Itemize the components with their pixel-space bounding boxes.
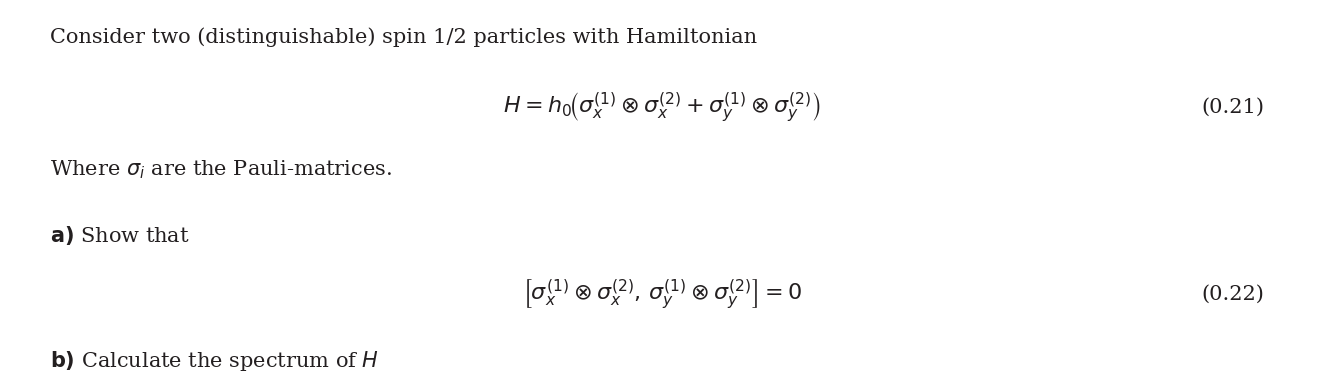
Text: $H = h_0\!\left(\sigma_x^{(1)} \otimes \sigma_x^{(2)} + \sigma_y^{(1)} \otimes \: $H = h_0\!\left(\sigma_x^{(1)} \otimes \… [503, 90, 821, 124]
Text: (0.21): (0.21) [1201, 98, 1264, 117]
Text: (0.22): (0.22) [1202, 285, 1264, 304]
Text: Consider two (distinguishable) spin 1/2 particles with Hamiltonian: Consider two (distinguishable) spin 1/2 … [50, 27, 757, 47]
Text: $\mathbf{b)}$ Calculate the spectrum of $H$: $\mathbf{b)}$ Calculate the spectrum of … [50, 349, 380, 373]
Text: Where $\sigma_i$ are the Pauli-matrices.: Where $\sigma_i$ are the Pauli-matrices. [50, 158, 392, 181]
Text: $\left[\sigma_x^{(1)} \otimes \sigma_x^{(2)},\, \sigma_y^{(1)} \otimes \sigma_y^: $\left[\sigma_x^{(1)} \otimes \sigma_x^{… [522, 278, 802, 311]
Text: $\mathbf{a)}$ Show that: $\mathbf{a)}$ Show that [50, 225, 191, 247]
